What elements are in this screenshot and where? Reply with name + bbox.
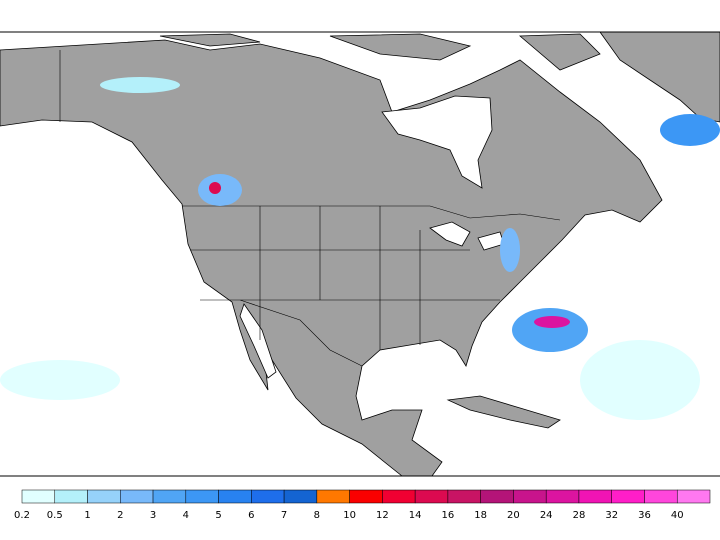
gulf-of-california: [239, 303, 277, 379]
colorbar-label: 12: [376, 510, 389, 521]
precip-area: [512, 308, 588, 352]
colorbar-label: 14: [409, 510, 422, 521]
colorbar-label: 3: [150, 510, 156, 521]
precip-area: [209, 182, 221, 194]
colorbar-label: 2: [117, 510, 123, 521]
colorbar-swatch: [676, 489, 711, 504]
precip-area: [0, 360, 120, 400]
arctic-islands: [159, 33, 601, 71]
colorbar-swatch: [185, 489, 219, 504]
colorbar-swatch: [447, 489, 481, 504]
colorbar-swatch: [218, 489, 252, 504]
precip-area: [100, 77, 180, 93]
colorbar: 0.2 0.5 1 2 3 4 5 6 7 8 10 12 14 16 18 20 24 28 32 36 40: [14, 489, 711, 521]
precip-area: [580, 340, 700, 420]
colorbar-label: 20: [507, 510, 520, 521]
colorbar-swatch: [152, 489, 187, 504]
colorbar-swatch: [54, 489, 88, 504]
cuba: [446, 395, 561, 429]
precipitation: [0, 77, 720, 420]
colorbar-label: 0.5: [47, 510, 63, 521]
map: [0, 31, 720, 477]
colorbar-label: 18: [474, 510, 487, 521]
colorbar-swatch: [382, 489, 416, 504]
hudson-bay: [381, 95, 493, 189]
colorbar-swatch: [611, 489, 645, 504]
colorbar-label: 8: [314, 510, 320, 521]
colorbar-label: 24: [540, 510, 553, 521]
colorbar-label: 32: [605, 510, 618, 521]
precip-area: [534, 316, 570, 328]
colorbar-label: 7: [281, 510, 287, 521]
colorbar-swatch: [513, 489, 547, 504]
colorbar-label: 28: [573, 510, 586, 521]
colorbar-swatch: [578, 489, 612, 504]
greenland: [599, 31, 720, 123]
colorbar-swatch: [87, 489, 121, 504]
borders: [59, 50, 561, 367]
colorbar-label: 16: [442, 510, 455, 521]
colorbar-swatch: [21, 489, 56, 504]
precip-area: [660, 114, 720, 146]
colorbar-label: 10: [343, 510, 356, 521]
colorbar-label: 0.2: [14, 510, 30, 521]
colorbar-swatch: [349, 489, 383, 504]
colorbar-swatch: [316, 489, 350, 504]
colorbar-swatch: [283, 489, 318, 504]
colorbar-label: 4: [183, 510, 189, 521]
colorbar-swatch: [414, 489, 449, 504]
colorbar-label: 6: [248, 510, 254, 521]
colorbar-label: 40: [671, 510, 684, 521]
colorbar-swatch: [545, 489, 580, 504]
colorbar-swatch: [251, 489, 285, 504]
colorbar-label: 5: [215, 510, 221, 521]
colorbar-label: 1: [84, 510, 90, 521]
colorbar-swatch: [644, 489, 678, 504]
precip-area: [500, 228, 520, 272]
north-america: [0, 39, 663, 477]
colorbar-swatch: [120, 489, 154, 504]
colorbar-label: 36: [638, 510, 651, 521]
colorbar-swatch: [480, 489, 514, 504]
